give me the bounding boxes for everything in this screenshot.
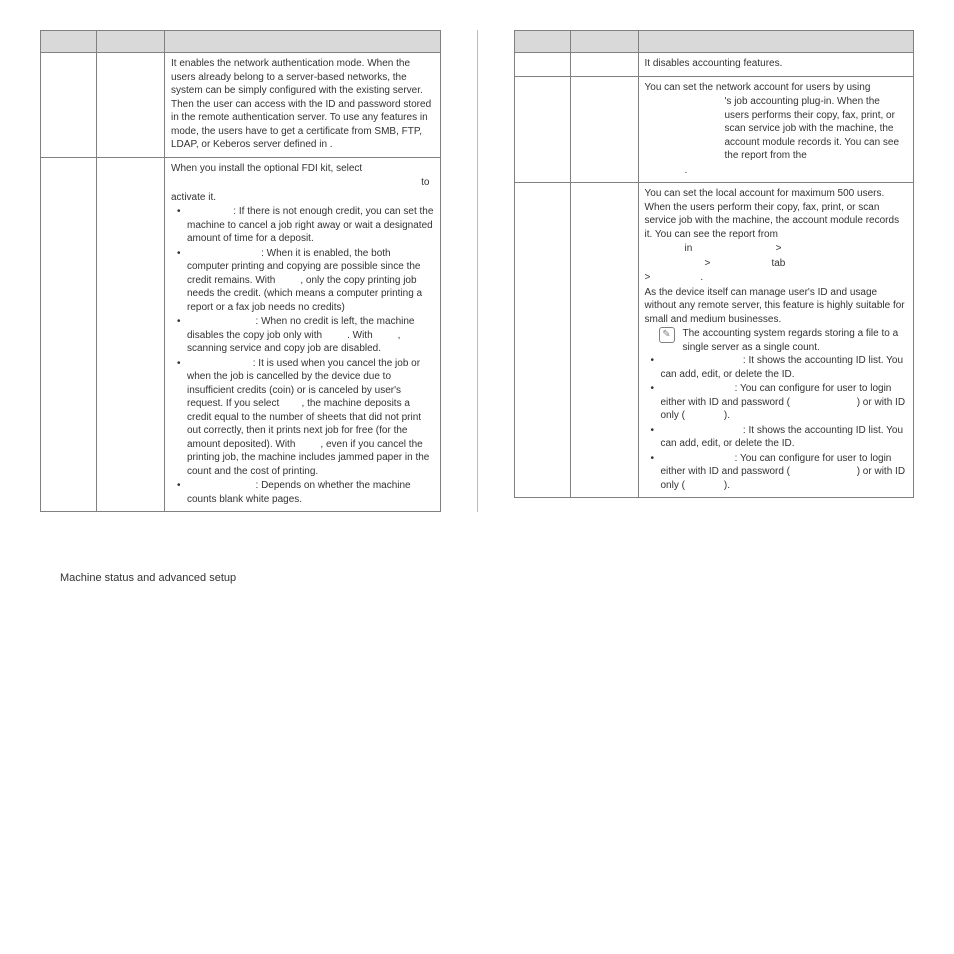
text: It disables accounting features. [645,57,908,71]
header-cell [41,31,97,53]
header-cell [638,31,914,53]
header-cell [97,31,165,53]
left-table: It enables the network authentication mo… [40,30,441,512]
text: As the device itself can manage user's I… [645,286,908,327]
header-cell [570,31,638,53]
cell [97,53,165,158]
table-row: It enables the network authentication mo… [41,53,441,158]
table-header-row [514,31,914,53]
bullet: • : When it is enabled, the both compute… [171,247,434,315]
cell-content: It enables the network authentication mo… [165,53,441,158]
text: system can be simply configured with the… [171,85,431,123]
text: activate it. [171,191,434,205]
table-row: You can set the local account for maximu… [514,183,914,498]
text: When you install the optional FDI kit, s… [171,162,434,176]
table-header-row [41,31,441,53]
cell [570,53,638,77]
text: You can set the network account for user… [645,82,871,93]
text: 's job accounting plug-in. When the user… [725,96,900,161]
header-cell [514,31,570,53]
text: You can set the local account for maximu… [645,187,908,241]
cell [514,76,570,183]
bullet: • : If there is not enough credit, you c… [171,205,434,246]
cell [41,157,97,512]
header-cell [165,31,441,53]
cell-content: It disables accounting features. [638,53,914,77]
text: mode, the users have to get a certificat… [171,126,422,151]
note-block: ✎ The accounting system regards storing … [645,327,908,354]
table-row: When you install the optional FDI kit, s… [41,157,441,512]
cell [570,183,638,498]
cell-content: When you install the optional FDI kit, s… [165,157,441,512]
cell [514,183,570,498]
column-divider [477,30,478,512]
bullet: • : It is used when you cancel the job o… [171,357,434,479]
cell [41,53,97,158]
cell [97,157,165,512]
table-row: It disables accounting features. [514,53,914,77]
bullet: • : It shows the accounting ID list. You… [645,354,908,381]
left-column: It enables the network authentication mo… [40,30,441,512]
text: It enables the network authentication mo… [171,58,410,83]
cell-content: You can set the network account for user… [638,76,914,183]
cell [514,53,570,77]
bullet: • : You can configure for user to login … [645,452,908,493]
bullet: • : It shows the accounting ID list. You… [645,424,908,451]
cell-content: You can set the local account for maximu… [638,183,914,498]
footer-text: Machine status and advanced setup [0,532,954,604]
page: It enables the network authentication mo… [0,0,954,532]
bullet: • : You can configure for user to login … [645,382,908,423]
right-column: It disables accounting features. You can… [514,30,915,512]
note-text: The accounting system regards storing a … [683,327,908,354]
text: to [171,176,434,190]
bullet: • : When no credit is left, the machine … [171,315,434,356]
bullet: • : Depends on whether the machine count… [171,479,434,506]
table-row: You can set the network account for user… [514,76,914,183]
cell [570,76,638,183]
right-table: It disables accounting features. You can… [514,30,915,498]
note-icon: ✎ [659,327,675,343]
